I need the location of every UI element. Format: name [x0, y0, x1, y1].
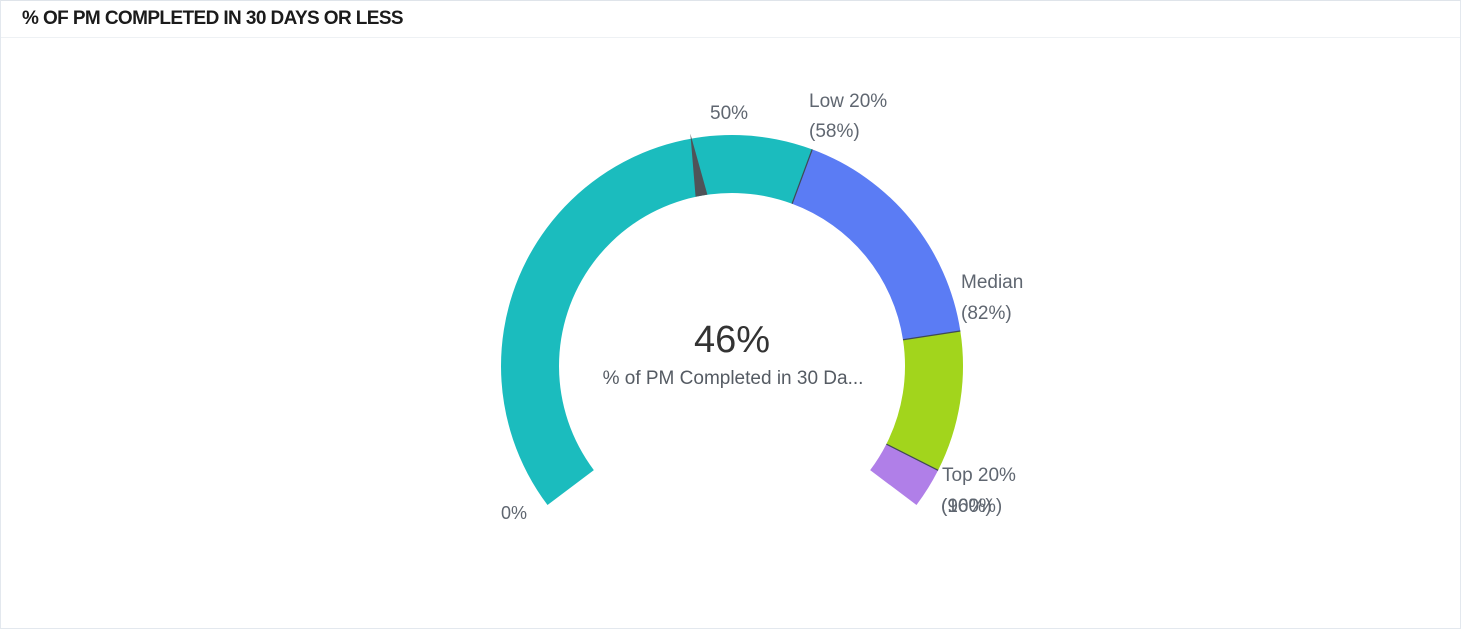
threshold-low-20-value: (58%) — [809, 121, 860, 142]
threshold-low-20-name: Low 20% — [809, 91, 887, 112]
gauge-band-3 — [886, 330, 963, 471]
gauge-value: 46% — [694, 319, 770, 361]
gauge-min-label: 0% — [501, 503, 527, 523]
gauge-band-4 — [870, 444, 939, 506]
band-separators — [791, 149, 961, 471]
threshold-median-name: Median — [961, 272, 1023, 293]
threshold-median-value: (82%) — [961, 303, 1012, 324]
gauge-caption: % of PM Completed in 30 Da... — [603, 368, 864, 389]
gauge-band-1 — [501, 135, 813, 506]
band-separator-2 — [902, 330, 961, 341]
gauge-midpoint-label: 50% — [710, 103, 748, 124]
gauge-needle — [690, 133, 708, 197]
gauge-band-2 — [792, 149, 961, 340]
band-separator-3 — [886, 443, 939, 471]
threshold-top-20-value: (96%) — [941, 496, 992, 517]
gauge-bands — [501, 135, 963, 506]
widget-header: % OF PM COMPLETED IN 30 DAYS OR LESS — [1, 1, 1460, 38]
threshold-top-20-name: Top 20% — [942, 465, 1016, 486]
band-separator-1 — [791, 149, 813, 204]
widget-title: % OF PM COMPLETED IN 30 DAYS OR LESS — [22, 8, 404, 29]
gauge-max-label: (100%) — [941, 496, 1002, 517]
